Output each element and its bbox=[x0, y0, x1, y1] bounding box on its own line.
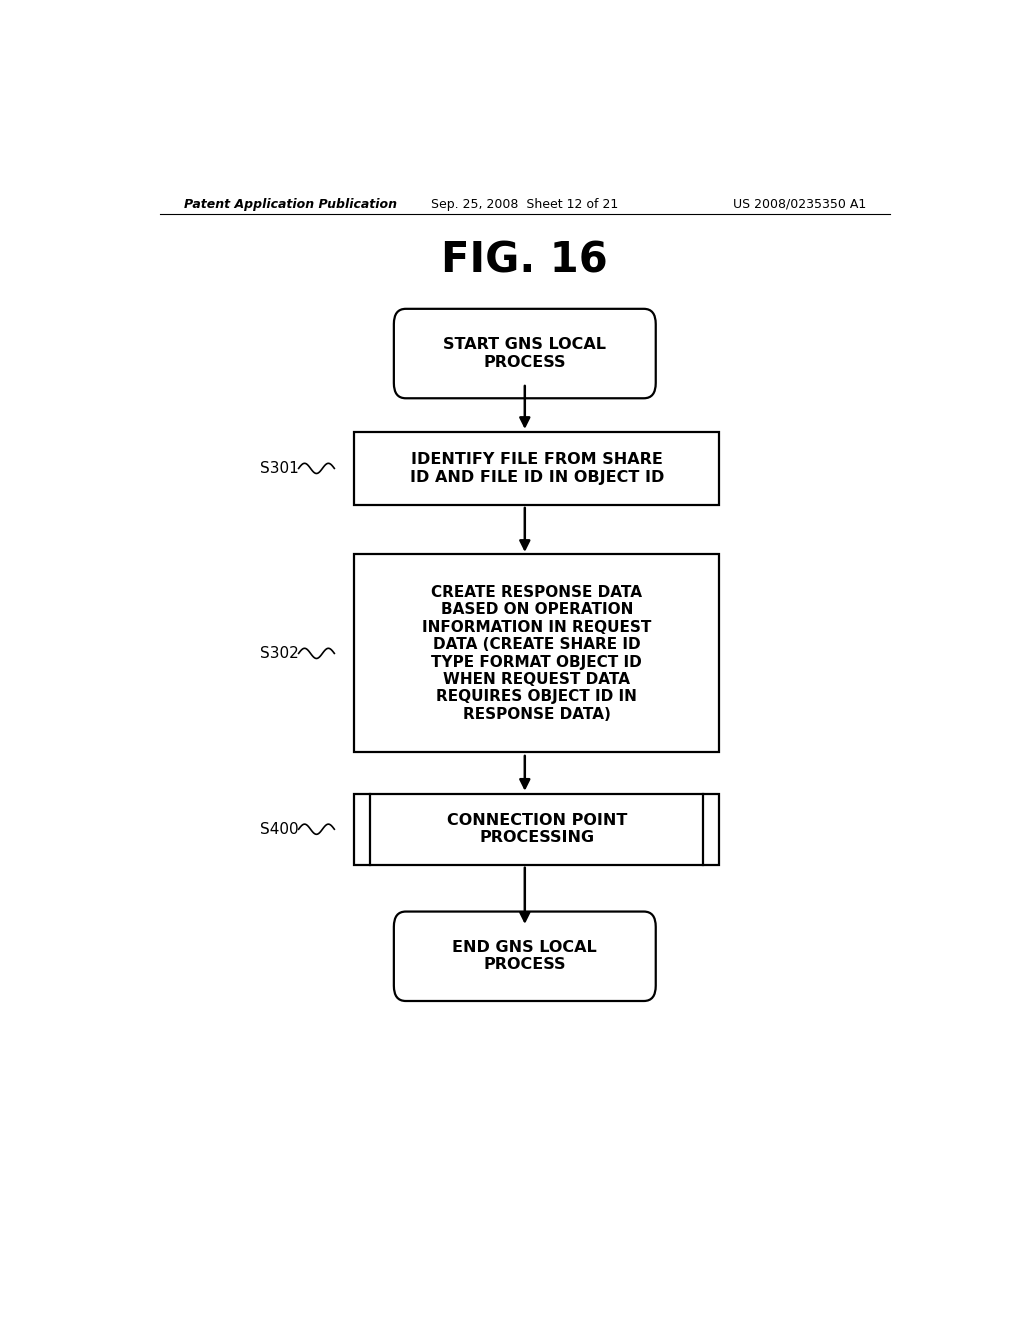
Text: S301: S301 bbox=[260, 461, 299, 477]
Text: Sep. 25, 2008  Sheet 12 of 21: Sep. 25, 2008 Sheet 12 of 21 bbox=[431, 198, 618, 211]
Text: S400: S400 bbox=[260, 822, 299, 837]
Text: US 2008/0235350 A1: US 2008/0235350 A1 bbox=[733, 198, 866, 211]
Text: CREATE RESPONSE DATA
BASED ON OPERATION
INFORMATION IN REQUEST
DATA (CREATE SHAR: CREATE RESPONSE DATA BASED ON OPERATION … bbox=[422, 585, 651, 722]
FancyBboxPatch shape bbox=[394, 309, 655, 399]
Text: CONNECTION POINT
PROCESSING: CONNECTION POINT PROCESSING bbox=[446, 813, 627, 845]
Text: Patent Application Publication: Patent Application Publication bbox=[183, 198, 396, 211]
FancyBboxPatch shape bbox=[394, 912, 655, 1001]
Bar bbox=[354, 432, 719, 506]
Text: START GNS LOCAL
PROCESS: START GNS LOCAL PROCESS bbox=[443, 338, 606, 370]
Bar bbox=[354, 554, 719, 752]
Text: FIG. 16: FIG. 16 bbox=[441, 239, 608, 281]
Text: END GNS LOCAL
PROCESS: END GNS LOCAL PROCESS bbox=[453, 940, 597, 973]
Bar bbox=[354, 793, 719, 865]
Text: IDENTIFY FILE FROM SHARE
ID AND FILE ID IN OBJECT ID: IDENTIFY FILE FROM SHARE ID AND FILE ID … bbox=[410, 453, 664, 484]
Text: S302: S302 bbox=[260, 645, 299, 661]
